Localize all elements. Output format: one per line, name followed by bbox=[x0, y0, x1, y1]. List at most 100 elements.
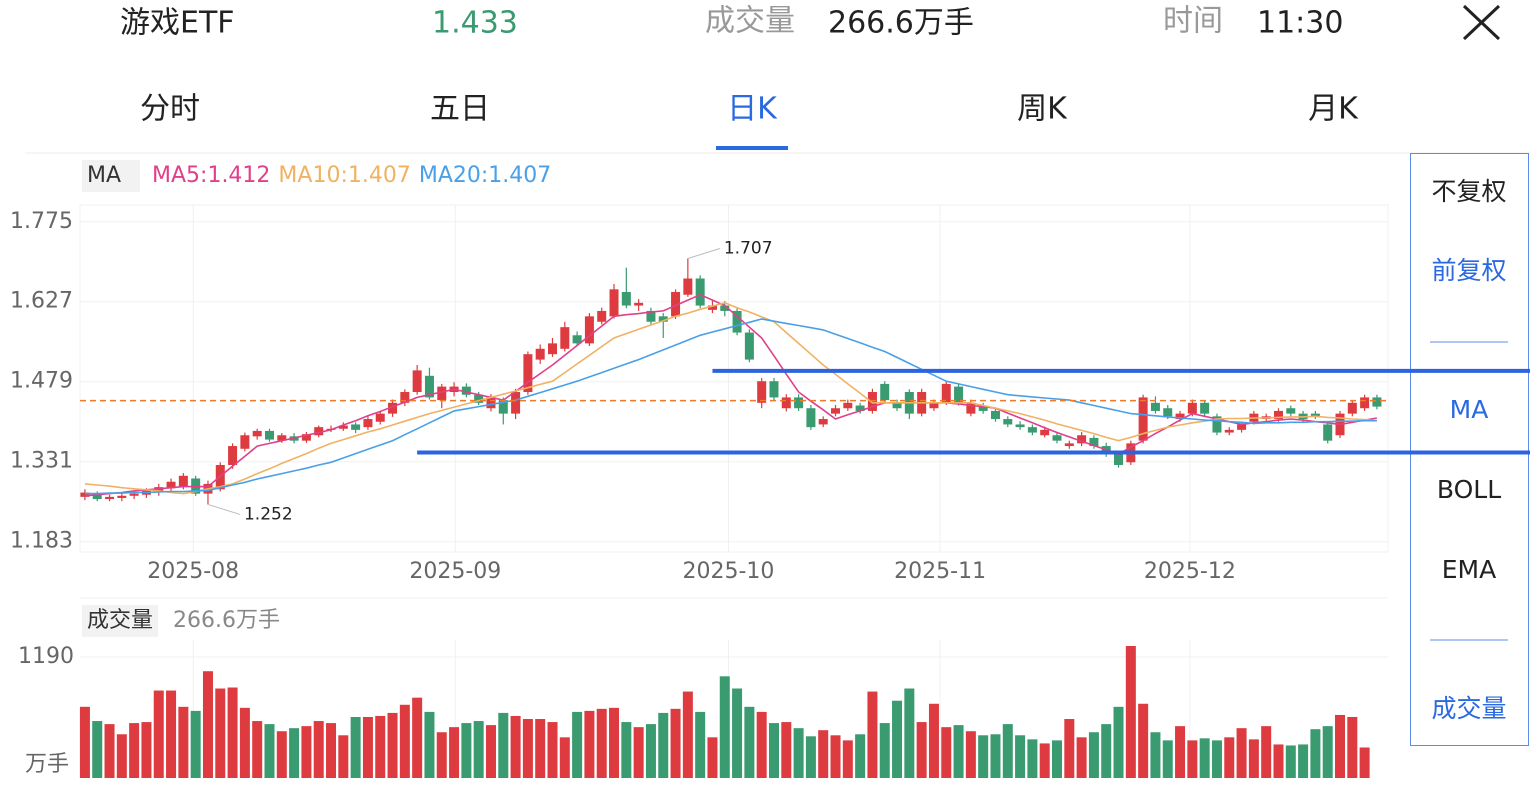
volume-bar bbox=[707, 737, 718, 778]
volume-bar bbox=[1088, 732, 1099, 778]
volume-bar bbox=[1150, 732, 1161, 778]
volume-bar bbox=[781, 722, 792, 778]
candle-body bbox=[707, 305, 717, 310]
legend-title: MA bbox=[87, 163, 121, 188]
volume-bar bbox=[658, 712, 669, 778]
volume-bar bbox=[559, 737, 570, 778]
volume-bar bbox=[535, 719, 546, 778]
candle-body bbox=[301, 434, 311, 441]
x-tick-label: 2025-12 bbox=[1144, 559, 1236, 584]
close-button[interactable] bbox=[1462, 4, 1501, 41]
volume-bar bbox=[289, 728, 300, 778]
candle-body bbox=[228, 446, 238, 465]
volume-bar bbox=[1125, 646, 1136, 778]
candle-body bbox=[978, 405, 988, 411]
volume-bar bbox=[1015, 735, 1026, 778]
volume-bar bbox=[1248, 739, 1259, 778]
candle-body bbox=[1187, 402, 1197, 414]
volume-bar bbox=[276, 731, 287, 778]
candle-body bbox=[277, 435, 287, 441]
volume-bar bbox=[904, 688, 915, 778]
menu-item[interactable]: BOLL bbox=[1437, 475, 1501, 504]
candle-body bbox=[843, 402, 853, 409]
volume-bar bbox=[436, 732, 447, 778]
candle-body bbox=[954, 386, 964, 403]
volume-bar bbox=[1138, 703, 1149, 778]
candle-body bbox=[560, 327, 570, 349]
volume-bar bbox=[892, 700, 903, 778]
volume-bar bbox=[768, 723, 779, 778]
legend-box bbox=[82, 605, 158, 637]
candle-body bbox=[363, 419, 373, 428]
volume-bar bbox=[941, 727, 952, 778]
menu-item[interactable]: 不复权 bbox=[1431, 177, 1506, 206]
volume-bar bbox=[1224, 737, 1235, 778]
candle-body bbox=[1052, 435, 1062, 441]
fund-name: 游戏ETF bbox=[120, 6, 235, 41]
volume-bar bbox=[621, 722, 632, 778]
volume-bar bbox=[1175, 726, 1186, 778]
candle-body bbox=[129, 493, 139, 496]
candle-body bbox=[867, 392, 877, 411]
candle-body bbox=[880, 383, 890, 401]
candle-body bbox=[572, 335, 582, 344]
volume-bar bbox=[264, 724, 275, 778]
annotation: 1.252 bbox=[244, 504, 293, 524]
tab[interactable]: 日K bbox=[727, 92, 778, 127]
candle-body bbox=[388, 402, 398, 414]
ma-line bbox=[84, 318, 1377, 495]
volume-bar bbox=[1347, 716, 1358, 778]
candle-body bbox=[1347, 402, 1357, 414]
candle-body bbox=[1212, 416, 1222, 433]
legend-entry: MA20:1.407 bbox=[419, 163, 551, 188]
volume-bar bbox=[633, 727, 644, 778]
x-tick-label: 2025-10 bbox=[683, 559, 775, 584]
volume-bar bbox=[1187, 740, 1198, 778]
volume-bar bbox=[744, 706, 755, 778]
menu-item[interactable]: EMA bbox=[1442, 555, 1496, 584]
volume-bar bbox=[879, 723, 890, 778]
tab[interactable]: 月K bbox=[1308, 92, 1359, 127]
volume-bar bbox=[830, 735, 841, 778]
volume-bar bbox=[793, 728, 804, 778]
volume-bar bbox=[1162, 740, 1173, 778]
volume-bar bbox=[301, 726, 312, 778]
volume-bar bbox=[498, 712, 509, 778]
volume-bar bbox=[867, 691, 878, 778]
volume-bar bbox=[547, 722, 558, 778]
ma-line bbox=[84, 301, 1377, 495]
menu-item[interactable]: MA bbox=[1450, 395, 1489, 424]
tab[interactable]: 五日 bbox=[430, 92, 490, 127]
ma-line bbox=[84, 293, 1378, 497]
candle-body bbox=[412, 370, 422, 393]
candle-body bbox=[80, 492, 90, 497]
tab-underline bbox=[716, 146, 788, 150]
menu-item[interactable]: 成交量 bbox=[1431, 694, 1506, 723]
tab[interactable]: 分时 bbox=[140, 92, 200, 127]
side-panel bbox=[1410, 153, 1529, 746]
volume-bar bbox=[522, 719, 533, 778]
volume-bar bbox=[79, 706, 90, 778]
candle-body bbox=[437, 386, 447, 401]
y-tick-label: 1.479 bbox=[10, 369, 73, 394]
candle-body bbox=[757, 381, 767, 403]
price: 1.433 bbox=[432, 6, 518, 41]
volume: 266.6万手 bbox=[828, 6, 974, 41]
candle-body bbox=[400, 392, 410, 403]
volume-bar bbox=[596, 708, 607, 778]
volume-bar bbox=[362, 716, 373, 778]
volume-bar bbox=[1039, 743, 1050, 778]
candle-body bbox=[769, 381, 779, 398]
volume-bar bbox=[485, 725, 496, 778]
volume-bar bbox=[449, 727, 460, 778]
volume-bar bbox=[805, 736, 816, 778]
candle-body bbox=[264, 430, 274, 440]
candle-body bbox=[1224, 429, 1234, 433]
y-tick-label: 1.183 bbox=[10, 529, 73, 554]
candle-body bbox=[548, 343, 558, 355]
menu-item[interactable]: 前复权 bbox=[1431, 256, 1506, 285]
tab[interactable]: 周K bbox=[1017, 92, 1068, 127]
candle-body bbox=[375, 413, 385, 422]
candle-body bbox=[621, 292, 631, 306]
volume-bar bbox=[818, 730, 829, 778]
